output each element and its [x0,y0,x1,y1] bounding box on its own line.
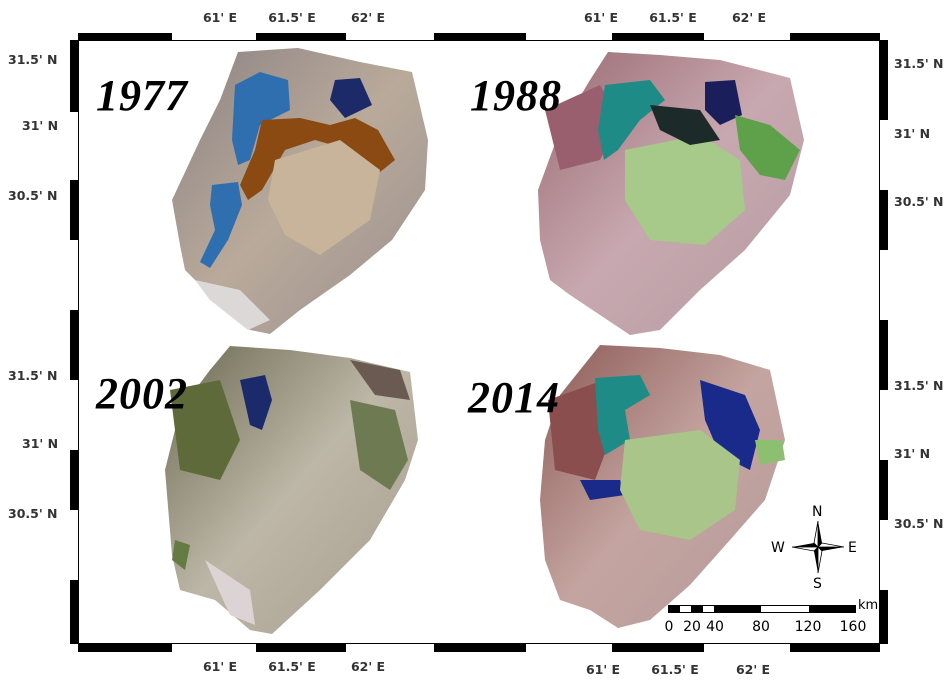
bottom-lon-label: 61' E [585,662,621,677]
right-lat-label: 31.5' N [894,378,944,393]
top-lon-label: 62' E [731,10,767,25]
year-label-2002: 2002 [96,369,188,418]
scale-tick-label: 20 [683,619,701,635]
scale-unit-label: km [858,598,879,613]
top-lon-label: 61.5' E [268,10,316,25]
bottom-lon-label: 61' E [202,659,238,674]
scale-bar-segment [809,605,856,613]
graticule-bar [70,580,78,644]
graticule-bar [256,644,346,652]
compass-n-label: N [812,504,823,520]
graticule-bar [78,644,172,652]
top-lon-label: 61' E [583,10,619,25]
graticule-bar [70,310,78,380]
compass-s-label: S [813,576,822,592]
graticule-bar [612,33,704,41]
right-lat-label: 31.5' N [894,56,944,71]
top-lon-label: 62' E [350,10,386,25]
year-label-1988: 1988 [470,71,562,120]
bottom-lon-label: 61.5' E [268,659,316,674]
scale-tick-label: 40 [706,619,724,635]
right-lat-label: 30.5' N [894,194,944,209]
scale-bar-segment [714,605,761,613]
graticule-bar [78,33,172,41]
scale-tick-label: 0 [664,619,674,635]
left-lat-label: 30.5' N [8,506,58,521]
scale-bar-segment [691,605,703,613]
top-lon-label: 61' E [202,10,238,25]
panel-1977-image [172,48,428,334]
panel-2014-image [540,345,785,628]
graticule-bar [434,644,526,652]
year-label-2014: 2014 [468,373,560,422]
left-lat-label: 31.5' N [8,368,58,383]
graticule-bar [880,320,888,390]
graticule-bar [790,644,880,652]
right-lat-label: 30.5' N [894,516,944,531]
bottom-lon-label: 62' E [350,659,386,674]
graticule-bar [790,33,880,41]
scale-tick-label: 160 [839,619,867,635]
graticule-bar [70,180,78,240]
graticule-bar [880,590,888,644]
panel-1988-image [538,52,804,335]
compass-e-label: E [848,540,857,556]
graticule-bar [880,460,888,520]
graticule-bar [434,33,526,41]
right-lat-label: 31' N [894,446,931,461]
graticule-bar [70,450,78,510]
bottom-lon-label: 61.5' E [651,662,699,677]
right-lat-label: 31' N [894,126,931,141]
compass-w-label: W [771,540,785,556]
scale-bar-segment [668,605,680,613]
graticule-bar [256,33,346,41]
scale-tick-label: 120 [794,619,822,635]
year-label-1977: 1977 [96,71,188,120]
left-lat-label: 31' N [22,436,59,451]
graticule-bar [880,40,888,120]
top-lon-label: 61.5' E [649,10,697,25]
graticule-bar [70,40,78,112]
bottom-lon-label: 62' E [735,662,771,677]
left-lat-label: 30.5' N [8,188,58,203]
panel-2002-image [165,346,418,634]
graticule-bar [612,644,704,652]
graticule-bar [880,190,888,250]
scale-tick-label: 80 [752,619,770,635]
left-lat-label: 31.5' N [8,52,58,67]
left-lat-label: 31' N [22,118,59,133]
